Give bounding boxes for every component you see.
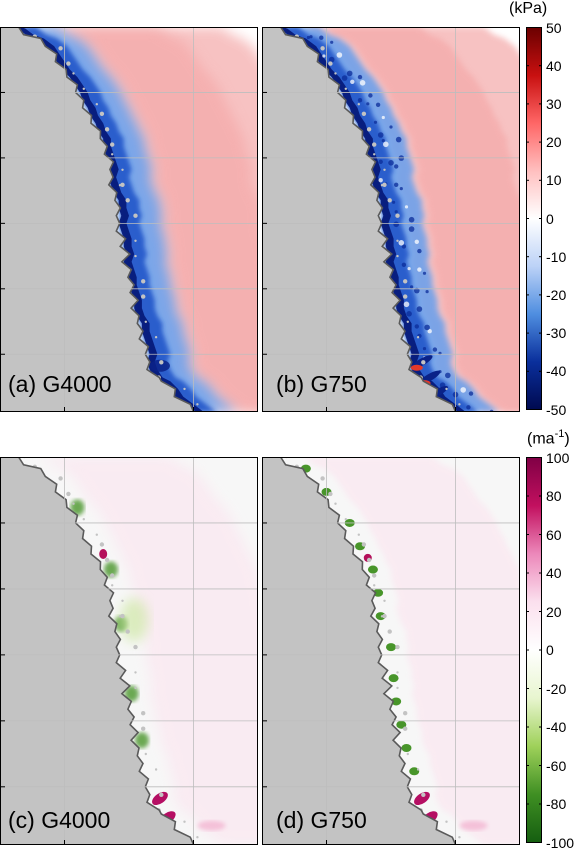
panel-a-label: (a) G4000: [8, 371, 112, 397]
colorbar-top-tick-label: -20: [546, 286, 567, 303]
coastline: [279, 27, 457, 412]
colorbar-bottom-unit-base: ma: [532, 430, 555, 448]
panel-c: (c) G4000: [0, 457, 258, 845]
colorbar-top-tick-label: 20: [546, 134, 562, 151]
colorbar-top-tick-label: 50: [546, 19, 562, 36]
panel-b: (b) G750: [262, 27, 520, 412]
colorbar-top-tick-label: -50: [546, 401, 567, 418]
colorbar-top-unit: (kPa): [509, 0, 548, 17]
colorbar-bottom-tick-label: -20: [546, 680, 567, 697]
colorbar-top-gradient: [526, 27, 542, 410]
coastline: [17, 457, 195, 845]
colorbar-bottom: [526, 457, 542, 843]
map-panel-c: [0, 457, 258, 845]
colorbar-top-tick-label: 30: [546, 95, 562, 112]
colorbar-top-unit-text: kPa: [514, 0, 542, 17]
panel-a: (a) G4000: [0, 27, 258, 412]
panel-frame: [0, 27, 258, 412]
colorbar-bottom-tick-label: -80: [546, 796, 567, 812]
colorbar-bottom-tick-label: 20: [546, 603, 562, 620]
colorbar-top-tick-label: 40: [546, 57, 562, 74]
colorbar-bottom-tick-label: 100: [546, 449, 570, 466]
panel-c-label: (c) G4000: [8, 807, 111, 833]
colorbar-top-tick-label: 10: [546, 172, 562, 189]
panel-d: (d) G750: [262, 457, 520, 845]
land-mass: [0, 27, 194, 412]
colorbar-top: [526, 27, 542, 410]
colorbar-bottom-gradient: [526, 457, 542, 843]
coastline: [279, 457, 457, 845]
colorbar-bottom-tick-label: 40: [546, 565, 562, 581]
map-panel-a: [0, 27, 258, 412]
colorbar-top-tick-label: 0: [546, 210, 554, 227]
map-panel-d: [262, 457, 520, 845]
colorbar-bottom-unit: (ma-1): [527, 428, 570, 448]
panel-d-label: (d) G750: [276, 807, 367, 833]
map-panel-b: [262, 27, 520, 412]
colorbar-top-tick-label: -30: [546, 325, 567, 342]
colorbar-bottom-tick-label: -60: [546, 757, 567, 774]
colorbar-top-tick-label: -40: [546, 363, 567, 380]
colorbar-bottom-unit-exp: -1: [554, 428, 565, 440]
colorbar-bottom-tick-label: 80: [546, 488, 562, 504]
panel-frame: [0, 457, 258, 845]
colorbar-bottom-tick-label: 0: [546, 642, 554, 658]
panel-b-label: (b) G750: [276, 371, 367, 397]
colorbar-bottom-tick-label: 60: [546, 526, 562, 543]
panel-frame: [262, 457, 520, 845]
land-mass: [262, 457, 456, 845]
coastline: [17, 27, 195, 412]
land-mass: [262, 27, 456, 412]
panel-frame: [262, 27, 520, 412]
colorbar-bottom-tick-label: -40: [546, 719, 567, 735]
land-mass: [0, 457, 194, 845]
colorbar-bottom-tick-label: -100: [546, 834, 575, 851]
colorbar-top-tick-label: -10: [546, 248, 567, 265]
